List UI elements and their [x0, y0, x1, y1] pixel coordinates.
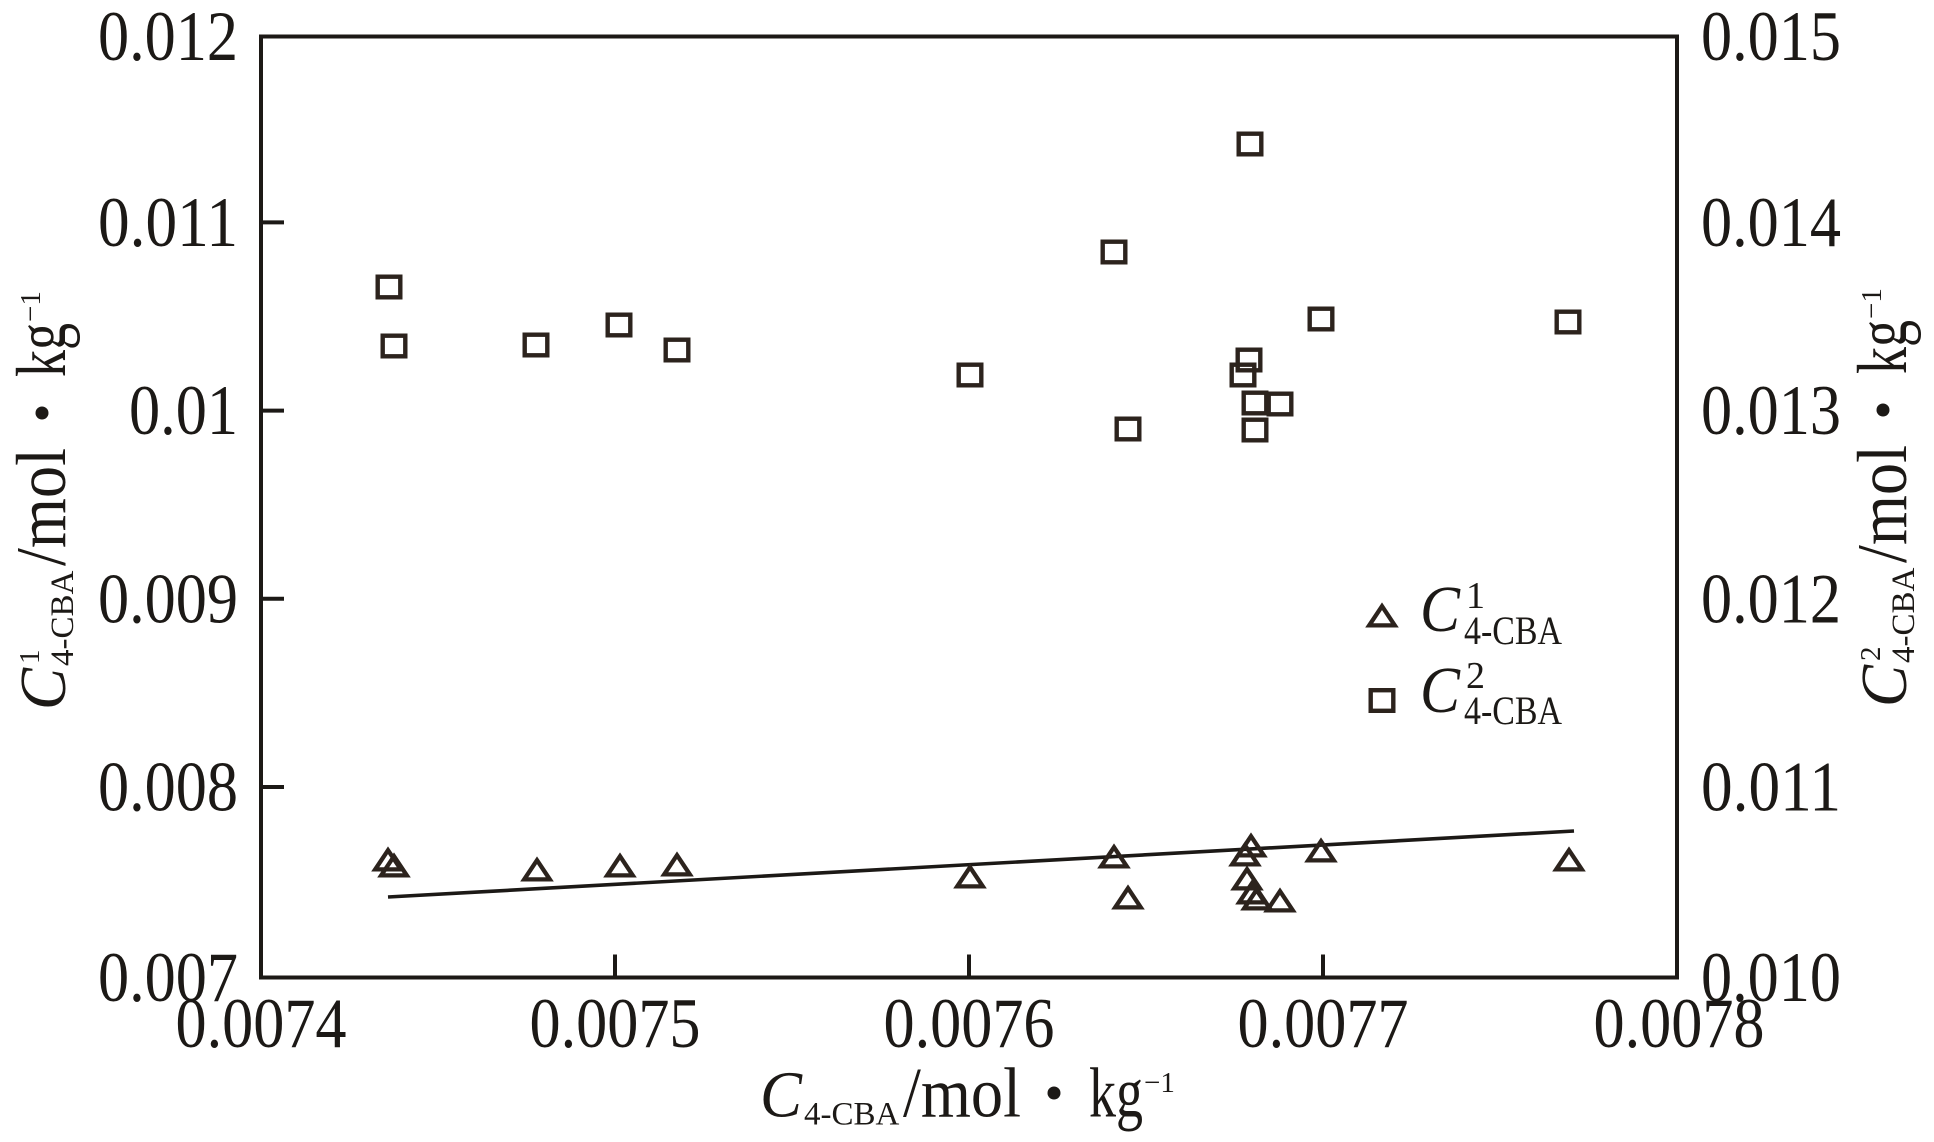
svg-text:0.013: 0.013 [1701, 372, 1841, 450]
svg-text:4-CBA: 4-CBA [1464, 688, 1562, 733]
svg-text:C: C [760, 1059, 803, 1132]
svg-text:0.014: 0.014 [1701, 184, 1841, 262]
svg-text:0.010: 0.010 [1701, 939, 1841, 1017]
svg-text:2: 2 [1466, 655, 1485, 697]
svg-text:kg: kg [1844, 320, 1922, 374]
svg-text:0.0076: 0.0076 [884, 985, 1055, 1063]
svg-text:0.0075: 0.0075 [530, 985, 701, 1063]
svg-text:0.0077: 0.0077 [1238, 985, 1409, 1063]
svg-text:4-CBA: 4-CBA [1464, 608, 1562, 653]
svg-text:kg: kg [3, 323, 81, 377]
svg-text:4-CBA: 4-CBA [45, 570, 81, 666]
svg-text:1: 1 [1466, 575, 1485, 617]
svg-text:0.012: 0.012 [98, 0, 238, 76]
svg-text:4-CBA: 4-CBA [1886, 567, 1922, 663]
svg-text:0.008: 0.008 [98, 749, 238, 827]
svg-text:kg: kg [1089, 1055, 1143, 1133]
svg-text:C: C [1420, 654, 1461, 727]
svg-text:0.007: 0.007 [98, 939, 238, 1017]
svg-text:0.009: 0.009 [98, 560, 238, 638]
svg-text:0.0074: 0.0074 [176, 985, 347, 1063]
svg-text:C: C [1848, 664, 1921, 707]
svg-text:0.01: 0.01 [129, 372, 238, 450]
svg-text:4-CBA: 4-CBA [804, 1097, 900, 1133]
svg-text:/mol: /mol [903, 1055, 1021, 1133]
svg-text:−1: −1 [15, 291, 47, 322]
svg-text:0.0078: 0.0078 [1594, 985, 1765, 1063]
svg-text:0.015: 0.015 [1701, 0, 1841, 76]
svg-text:0.011: 0.011 [1701, 749, 1841, 827]
svg-text:1: 1 [14, 650, 46, 665]
svg-text:/mol: /mol [1844, 445, 1922, 563]
svg-text:−1: −1 [1144, 1067, 1175, 1099]
svg-text:0.012: 0.012 [1701, 560, 1841, 638]
svg-text:C: C [1420, 573, 1461, 646]
svg-text:0.011: 0.011 [98, 184, 238, 262]
svg-text:C: C [7, 667, 80, 710]
svg-text:2: 2 [1855, 647, 1887, 662]
svg-text:/mol: /mol [3, 448, 81, 566]
svg-text:−1: −1 [1856, 288, 1888, 319]
